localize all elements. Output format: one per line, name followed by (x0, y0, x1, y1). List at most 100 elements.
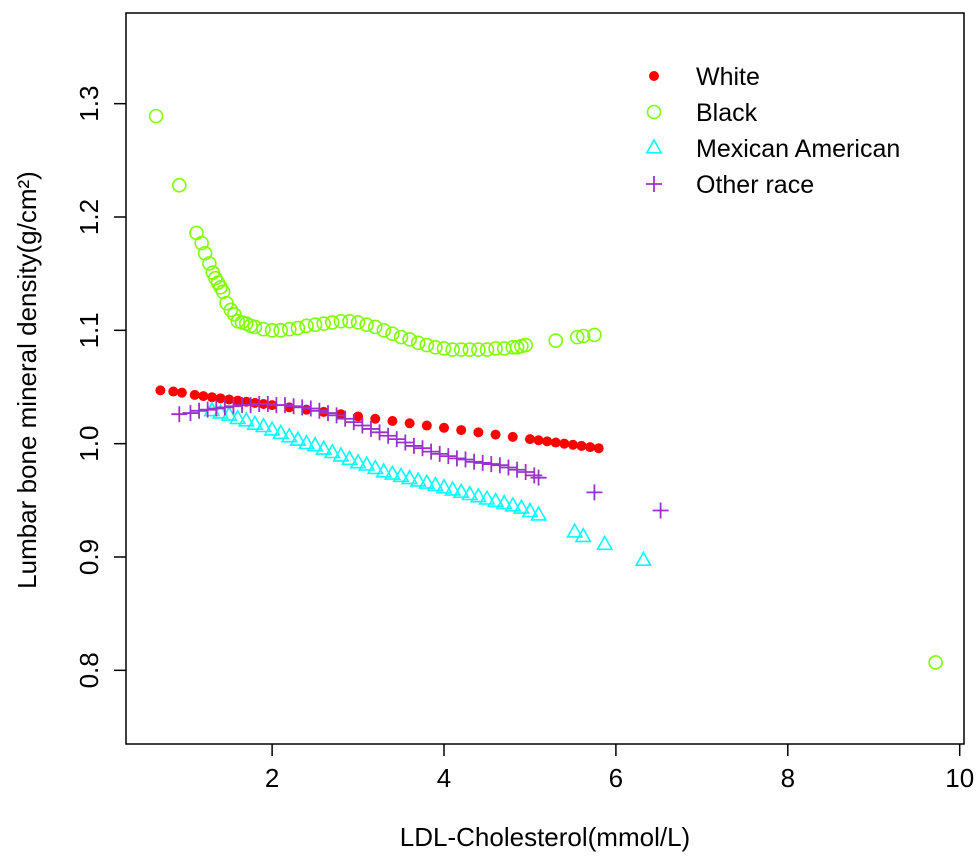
point-black (299, 318, 314, 334)
y-axis-label: Lumbar bone mineral density(g/cm²) (12, 171, 42, 589)
point-black (436, 341, 452, 356)
legend-marker-mexican-american (645, 138, 663, 154)
point-black (385, 326, 400, 342)
point-mexican-american (366, 458, 384, 475)
legend: White Black Mexican American Other race (645, 63, 900, 199)
legend-label-white: White (696, 63, 760, 91)
point-mexican-american (332, 446, 350, 462)
point-black (393, 329, 409, 345)
point-black (264, 323, 280, 338)
x-tick-label: 2 (265, 763, 279, 793)
point-black (324, 315, 340, 330)
point-black (410, 335, 426, 351)
point-white (353, 411, 364, 422)
legend-marker-black (646, 104, 662, 120)
point-black (548, 333, 564, 348)
point-black (316, 316, 331, 331)
point-black (569, 329, 585, 345)
point-white (215, 393, 226, 404)
point-white (439, 422, 450, 433)
point-mexican-american (444, 480, 462, 496)
point-mexican-american (435, 478, 453, 494)
point-black (488, 341, 503, 356)
point-mexican-american (566, 522, 584, 538)
point-white (524, 434, 535, 445)
point-black (290, 320, 306, 336)
point-black (445, 342, 460, 357)
data-points (148, 108, 943, 670)
point-other-race (259, 396, 276, 412)
y-axis: 0.8 0.9 1.0 1.1 1.2 1.3 (74, 86, 126, 688)
point-black (342, 313, 357, 329)
point-other-race (171, 406, 188, 423)
point-mexican-american (289, 430, 307, 446)
point-white (224, 394, 235, 405)
point-white (206, 392, 217, 403)
point-other-race (311, 402, 328, 419)
point-black (194, 235, 209, 251)
point-other-race (491, 457, 508, 474)
point-mexican-american (349, 453, 367, 469)
point-mexican-american (254, 417, 273, 433)
point-black (148, 108, 164, 124)
point-white (567, 439, 578, 450)
point-mexican-american (323, 443, 341, 459)
point-mexican-american (237, 411, 255, 427)
point-mexican-american (383, 464, 401, 480)
legend-marker-white (649, 71, 659, 81)
point-mexican-american (574, 526, 592, 543)
point-black (518, 337, 533, 353)
point-black (226, 307, 242, 322)
point-black (282, 321, 297, 337)
point-mexican-american (495, 494, 513, 510)
point-other-race (586, 484, 603, 501)
point-other-race (285, 398, 302, 415)
point-mexican-american (263, 420, 281, 436)
point-mexican-american (306, 436, 324, 452)
point-other-race (431, 445, 448, 462)
point-black (419, 337, 435, 353)
point-mexican-american (487, 491, 505, 508)
point-black (350, 315, 366, 330)
point-white (387, 416, 398, 426)
point-white (550, 437, 561, 448)
point-black (247, 319, 263, 335)
point-other-race (457, 451, 474, 468)
point-other-race (337, 410, 354, 427)
point-mexican-american (478, 489, 496, 505)
point-mexican-american (530, 505, 548, 521)
point-other-race (208, 400, 225, 417)
point-black (453, 342, 469, 357)
point-other-race (199, 401, 216, 418)
x-tick-label: 10 (945, 763, 974, 793)
point-black (587, 327, 602, 343)
point-black (359, 317, 374, 332)
point-mexican-american (426, 475, 444, 492)
point-white (404, 418, 415, 429)
point-white (318, 406, 329, 417)
point-other-race (371, 424, 388, 441)
point-other-race (414, 440, 431, 457)
point-black (462, 342, 478, 357)
point-other-race (448, 450, 465, 467)
point-mexican-american (392, 466, 410, 483)
point-mexican-american (340, 449, 359, 466)
point-black (197, 245, 213, 261)
point-mexican-american (246, 414, 264, 431)
point-mexican-american (504, 496, 522, 512)
legend-marker-other-race (646, 176, 662, 192)
point-other-race (440, 448, 457, 465)
point-other-race (319, 405, 336, 422)
point-white (473, 427, 484, 438)
point-white (168, 386, 179, 397)
x-axis-label: LDL-Cholesterol(mmol/L) (400, 822, 690, 852)
point-mexican-american (512, 498, 530, 514)
point-black (376, 323, 392, 338)
point-other-race (509, 461, 526, 478)
point-mexican-american (634, 550, 652, 567)
point-other-race (466, 453, 483, 470)
point-white (507, 431, 518, 442)
point-other-race (242, 397, 259, 414)
legend-label-mexican-american: Mexican American (696, 135, 900, 163)
